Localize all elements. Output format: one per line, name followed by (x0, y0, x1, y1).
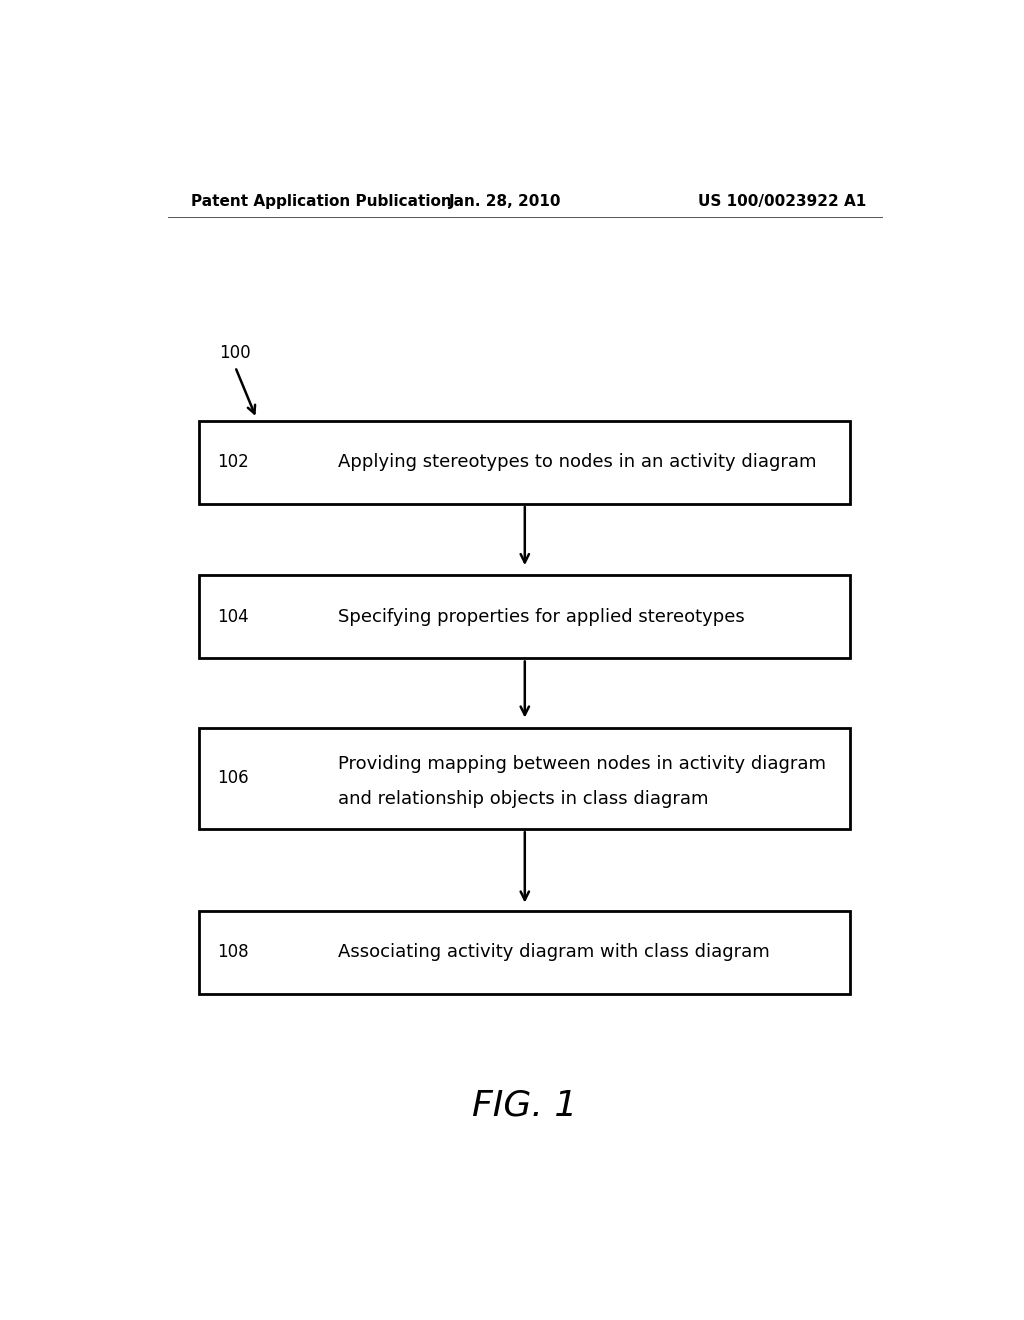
Text: 104: 104 (217, 607, 249, 626)
Bar (200, 421, 850, 504)
Text: 106: 106 (217, 770, 249, 788)
Text: 100: 100 (219, 343, 251, 362)
Text: Specifying properties for applied stereotypes: Specifying properties for applied stereo… (338, 607, 745, 626)
Text: and relationship objects in class diagram: and relationship objects in class diagra… (338, 789, 709, 808)
Text: 102: 102 (217, 453, 249, 471)
Text: Jan. 28, 2010: Jan. 28, 2010 (449, 194, 561, 209)
Text: Associating activity diagram with class diagram: Associating activity diagram with class … (338, 944, 770, 961)
Text: Providing mapping between nodes in activity diagram: Providing mapping between nodes in activ… (338, 755, 826, 774)
Text: US 100/0023922 A1: US 100/0023922 A1 (697, 194, 866, 209)
Text: 108: 108 (217, 944, 249, 961)
Bar (200, 911, 850, 994)
Text: Patent Application Publication: Patent Application Publication (191, 194, 453, 209)
Bar (200, 576, 850, 659)
Bar (200, 727, 850, 829)
Text: Applying stereotypes to nodes in an activity diagram: Applying stereotypes to nodes in an acti… (338, 453, 817, 471)
Text: FIG. 1: FIG. 1 (472, 1089, 578, 1123)
